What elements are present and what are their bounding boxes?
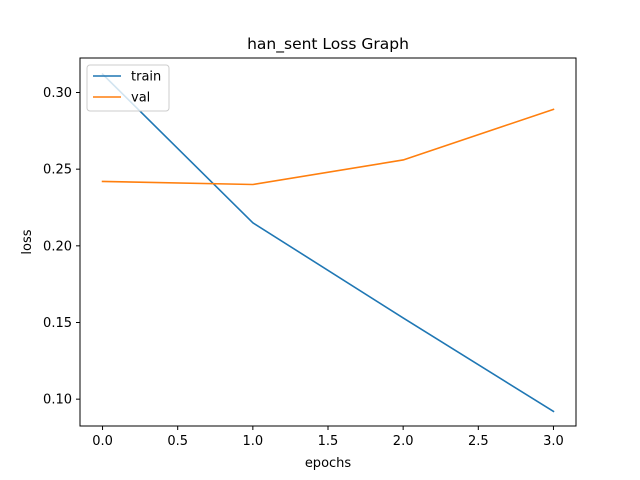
x-tick-label: 0.0 <box>92 434 113 449</box>
x-tick-label: 2.0 <box>393 434 414 449</box>
y-tick-label: 0.15 <box>43 316 72 331</box>
x-tick-label: 3.0 <box>543 434 564 449</box>
x-tick-label: 0.5 <box>167 434 188 449</box>
x-tick-label: 1.5 <box>318 434 339 449</box>
y-tick-label: 0.20 <box>43 239 72 254</box>
y-tick-label: 0.30 <box>43 86 72 101</box>
y-axis-label: loss <box>20 229 35 254</box>
plot-frame <box>79 57 577 427</box>
x-axis-label: epochs <box>305 456 352 471</box>
plot-layer <box>101 72 555 413</box>
chart-title: han_sent Loss Graph <box>247 35 409 54</box>
x-tick-label: 1.0 <box>243 434 264 449</box>
ticks-layer: 0.0 0.5 1.0 1.5 2.0 2.5 3.0 0.10 0.15 0.20 0.25 0.3… <box>43 86 564 449</box>
series-line-train <box>101 72 555 413</box>
legend-label-val: val <box>131 91 150 106</box>
legend-label-train: train <box>131 70 161 85</box>
y-tick-label: 0.25 <box>43 163 72 178</box>
y-tick-label: 0.10 <box>43 393 72 408</box>
x-tick-label: 2.5 <box>468 434 489 449</box>
legend: train val <box>86 64 170 112</box>
series-line-val <box>101 108 555 186</box>
